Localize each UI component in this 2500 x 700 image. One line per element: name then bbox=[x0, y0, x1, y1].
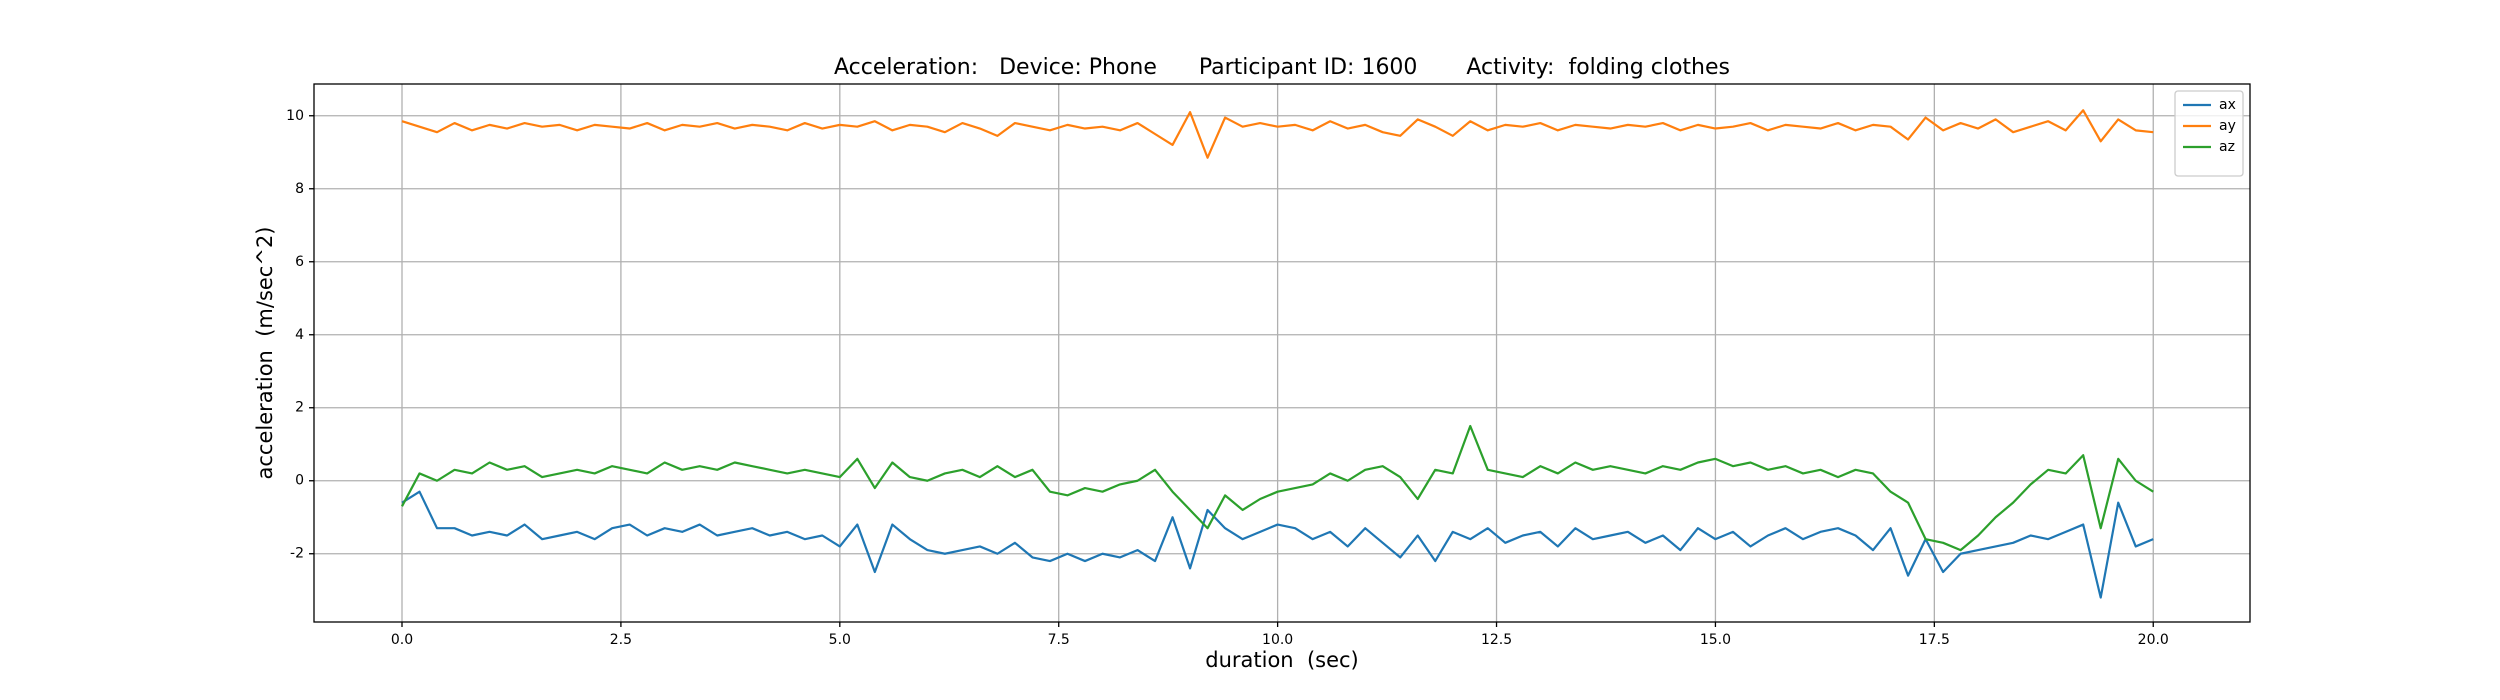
y-tick-label: 8 bbox=[295, 181, 304, 197]
legend-label: ay bbox=[2219, 118, 2236, 134]
legend-box bbox=[2174, 90, 2244, 177]
x-tick-label: 12.5 bbox=[1481, 632, 1512, 648]
legend-label: az bbox=[2219, 139, 2235, 155]
chart-title: Acceleration: Device: Phone Participant … bbox=[834, 55, 1730, 80]
y-tick-label: 2 bbox=[295, 400, 304, 416]
plot-frame bbox=[313, 83, 2251, 623]
x-tick-label: 15.0 bbox=[1700, 632, 1731, 648]
x-tick-label: 5.0 bbox=[829, 632, 851, 648]
x-tick-label: 2.5 bbox=[610, 632, 632, 648]
y-tick-label: 6 bbox=[295, 254, 304, 270]
y-tick-label: -2 bbox=[290, 546, 304, 562]
legend-label: ax bbox=[2219, 97, 2236, 113]
y-axis-label: acceleration (m/sec^2) bbox=[253, 227, 277, 480]
x-tick-label: 20.0 bbox=[2138, 632, 2169, 648]
x-tick-label: 7.5 bbox=[1048, 632, 1070, 648]
data-line bbox=[401, 490, 2154, 599]
x-tick-label: 0.0 bbox=[391, 632, 413, 648]
data-line bbox=[401, 424, 2154, 552]
y-tick-label: 4 bbox=[295, 327, 304, 343]
x-tick-label: 10.0 bbox=[1262, 632, 1293, 648]
x-tick-label: 17.5 bbox=[1919, 632, 1950, 648]
y-tick-label: 10 bbox=[286, 108, 304, 124]
x-axis-label: duration (sec) bbox=[1205, 648, 1359, 672]
y-tick-label: 0 bbox=[295, 473, 304, 489]
data-line bbox=[401, 109, 2154, 159]
